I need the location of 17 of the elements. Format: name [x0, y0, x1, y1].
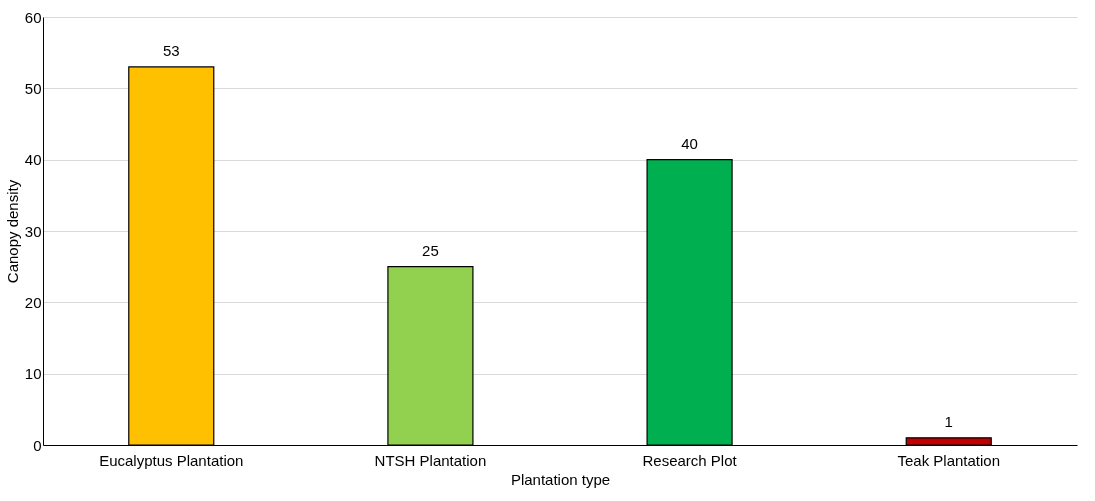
y-axis-title: Canopy density — [3, 179, 21, 284]
data-label: 40 — [681, 134, 698, 152]
x-tick-label: Eucalyptus Plantation — [99, 451, 244, 469]
data-label: 25 — [422, 241, 439, 259]
x-axis-title: Plantation type — [510, 470, 611, 488]
y-tick-label: 0 — [33, 436, 42, 454]
data-label: 53 — [162, 41, 180, 59]
y-tick-label: 40 — [24, 151, 42, 169]
y-tick-label: 60 — [24, 8, 42, 26]
x-tick-label: NTSH Plantation — [374, 451, 487, 469]
y-tick-label: 10 — [24, 365, 42, 383]
x-tick-label: Research Plot — [642, 451, 738, 469]
x-tick-label: Teak Plantation — [897, 451, 1001, 469]
data-label: 1 — [944, 412, 953, 430]
y-tick-label: 20 — [24, 293, 42, 311]
y-tick-label: 50 — [24, 79, 42, 97]
y-tick-label: 30 — [24, 222, 42, 240]
